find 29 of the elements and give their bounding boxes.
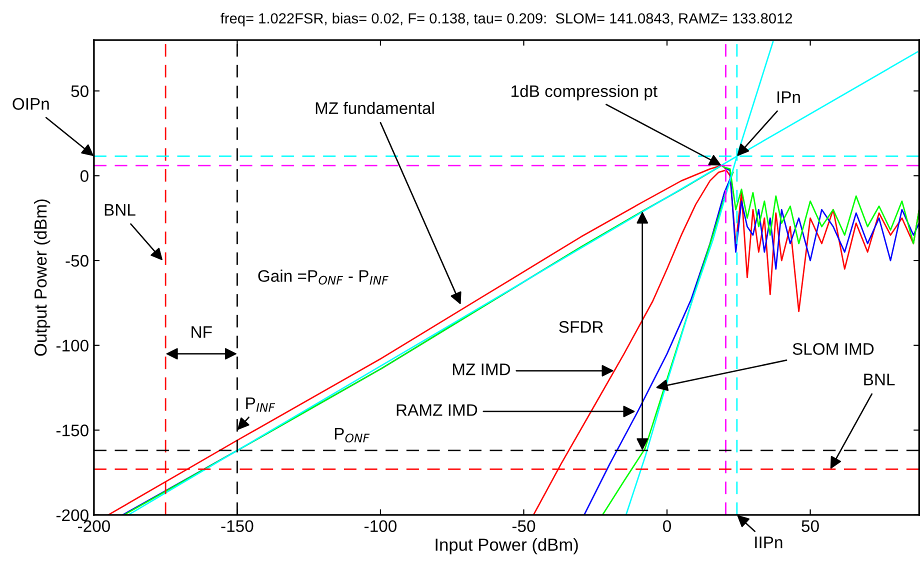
x-tick-label: -100 xyxy=(364,520,397,532)
y-tick-label: -100 xyxy=(56,340,88,352)
annotation: NF xyxy=(192,326,212,338)
annotation: RAMZ IMD xyxy=(396,404,478,416)
chart-title: freq= 1.022FSR, bias= 0.02, F= 0.138, tau= 0.209: SLOM= 141.0843, RAMZ= 133.8012 xyxy=(220,12,792,26)
annotation: SFDR xyxy=(559,321,603,333)
annotation: IIPn xyxy=(755,536,782,548)
annotation: MZ IMD xyxy=(452,364,510,376)
annotation: BNL xyxy=(104,204,136,216)
annotation: 1dB compression pt xyxy=(512,84,658,100)
annotation: P$_{ONF}$ xyxy=(334,428,370,442)
x-tick-label: 0 xyxy=(663,520,671,532)
annotation: MZ fundamental xyxy=(316,102,434,114)
x-tick-label: -50 xyxy=(512,520,536,532)
y-tick-label: -50 xyxy=(66,254,88,267)
annotation: SLOM IMD xyxy=(792,343,874,355)
annotation: P$_{INF}$ xyxy=(246,398,276,412)
x-axis-title: Input Power (dBm) xyxy=(436,538,578,554)
y-axis-title: Output Power (dBm) xyxy=(34,199,50,356)
y-tick-label: -200 xyxy=(56,509,88,522)
annotation: BNL xyxy=(864,374,895,386)
annotation: Gain =P$_{ONF}$ - P$_{INF}$ xyxy=(258,270,388,285)
y-tick-label: -150 xyxy=(56,424,88,436)
annotation: OIPn xyxy=(12,98,49,110)
x-tick-label: 50 xyxy=(802,520,819,532)
annotation: IPn xyxy=(778,91,800,103)
x-tick-label: -150 xyxy=(221,520,254,532)
y-tick-label: 50 xyxy=(71,85,88,98)
y-tick-label: 0 xyxy=(80,170,88,182)
